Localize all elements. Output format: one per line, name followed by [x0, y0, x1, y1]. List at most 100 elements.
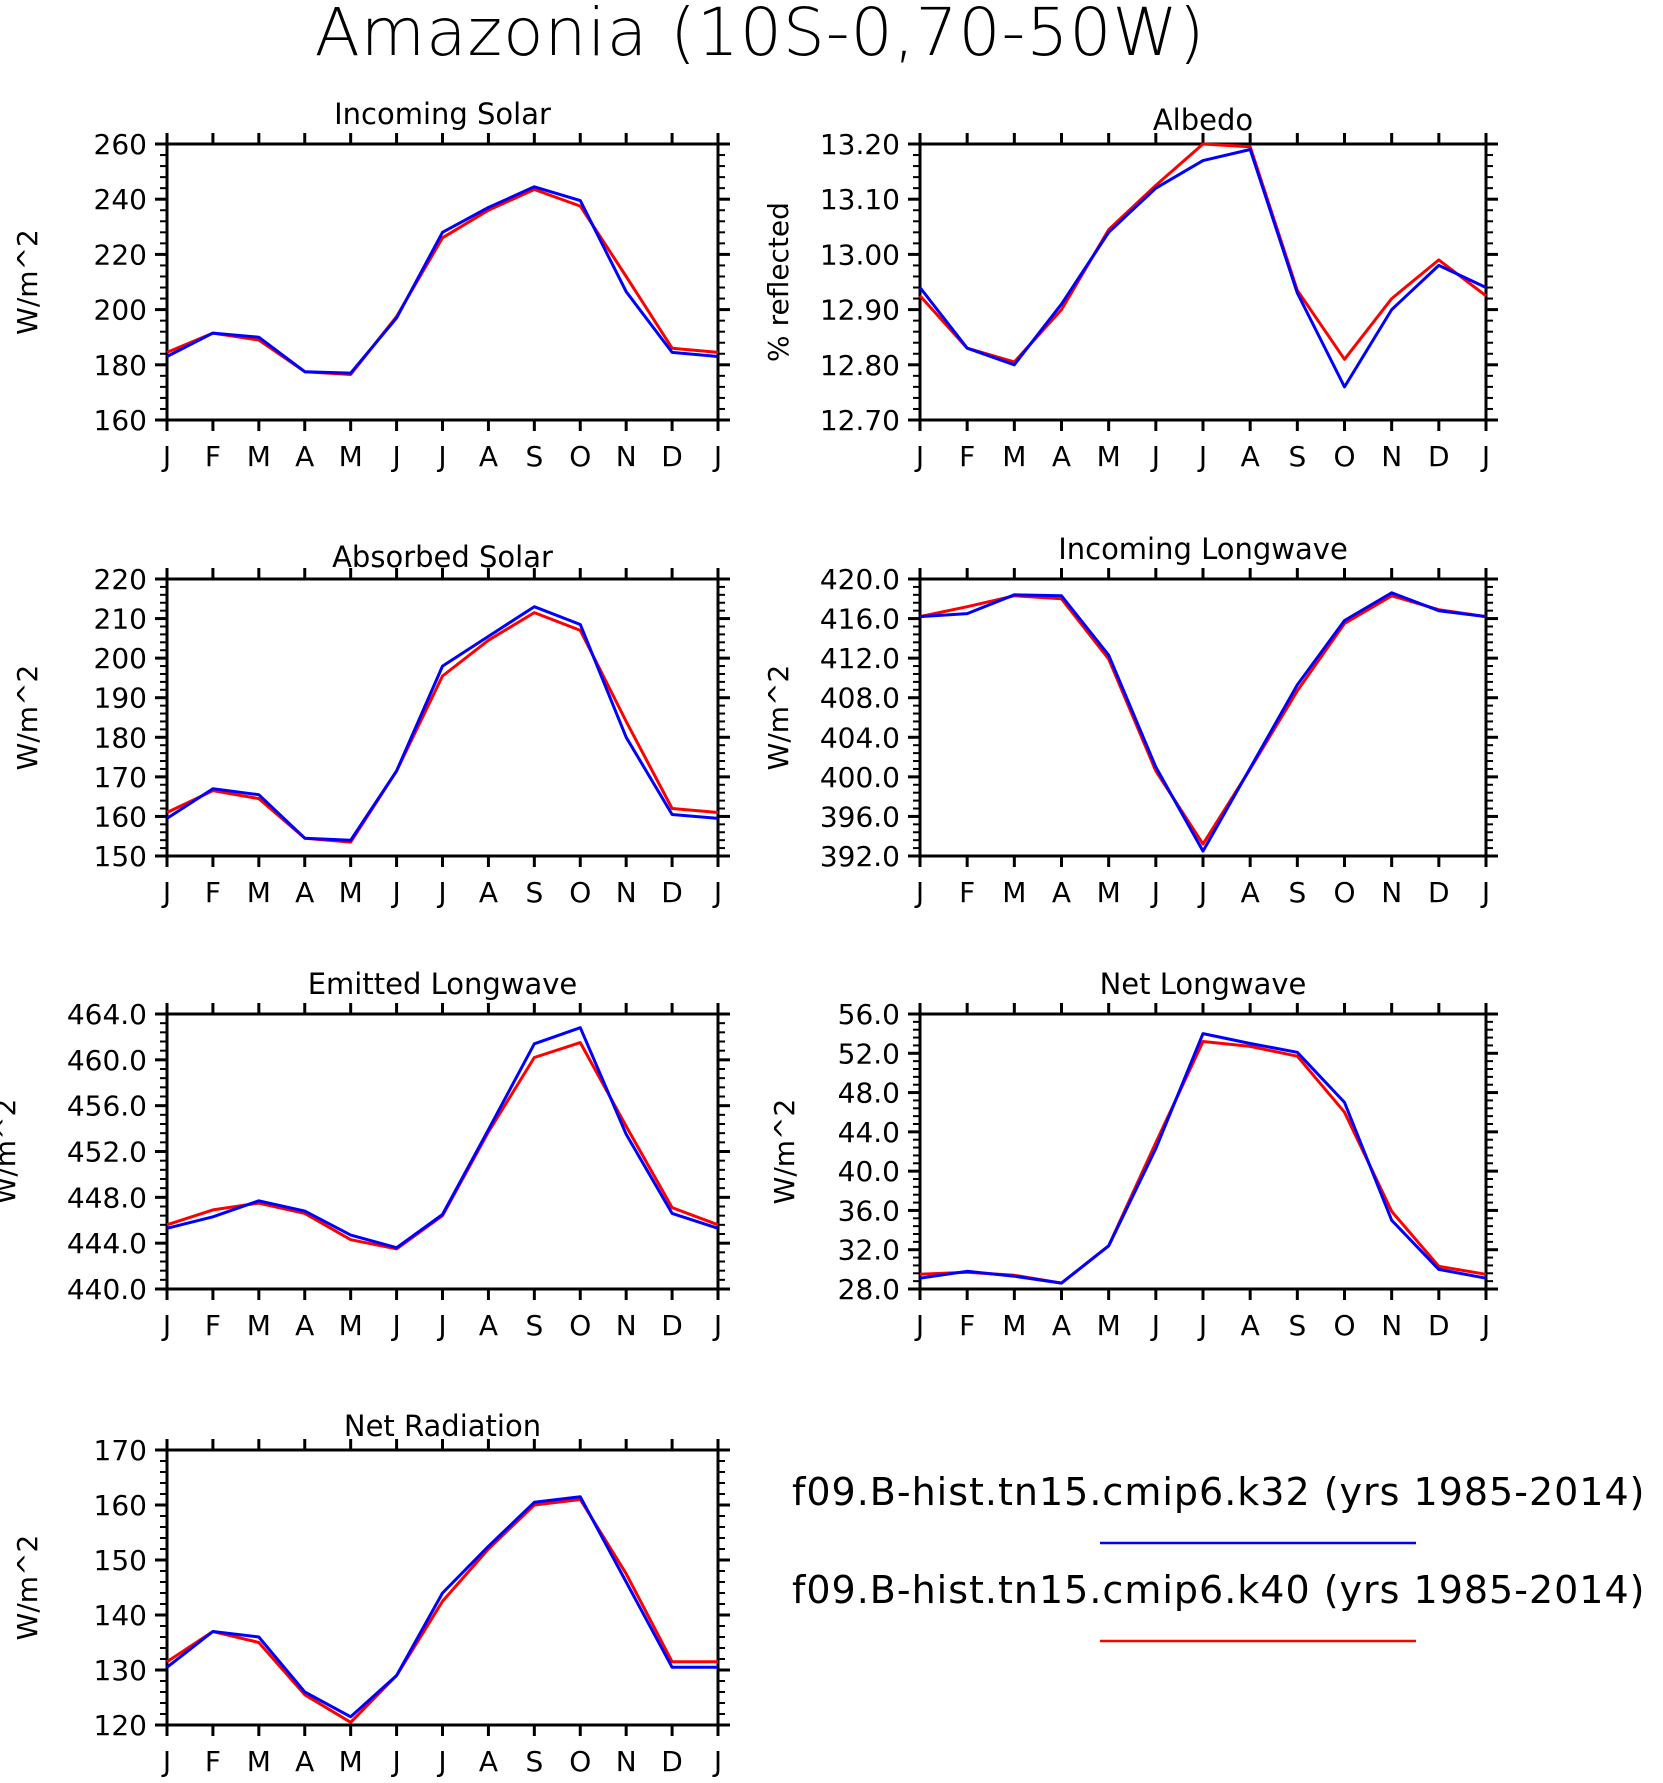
x-tick-label: F: [959, 876, 975, 909]
y-tick-label: 440.0: [67, 1273, 147, 1306]
y-tick-label: 13.10: [820, 183, 900, 216]
y-tick-label: 28.0: [838, 1273, 900, 1306]
x-tick-label: S: [1288, 440, 1306, 473]
x-tick-label: A: [1052, 876, 1071, 909]
x-tick-label: A: [1241, 440, 1260, 473]
x-tick-label: M: [247, 1745, 271, 1778]
x-tick-label: M: [247, 440, 271, 473]
y-tick-label: 456.0: [67, 1090, 147, 1123]
x-tick-label: J: [712, 1745, 722, 1778]
x-tick-label: A: [1052, 440, 1071, 473]
x-tick-label: D: [661, 876, 683, 909]
x-tick-label: J: [1480, 1309, 1490, 1342]
y-tick-label: 220: [94, 238, 147, 271]
x-tick-label: J: [390, 1745, 400, 1778]
x-tick-label: O: [1333, 440, 1355, 473]
series-line-k32: [166, 185, 719, 375]
y-tick-label: 12.90: [820, 294, 900, 327]
x-tick-label: F: [205, 1309, 221, 1342]
y-tick-label: 392.0: [820, 840, 900, 873]
y-tick-label: 400.0: [820, 761, 900, 794]
x-tick-label: J: [1197, 1309, 1207, 1342]
series-line-k40: [919, 594, 1487, 846]
x-tick-label: S: [525, 876, 543, 909]
x-tick-label: M: [1097, 1309, 1121, 1342]
y-tick-label: 13.20: [820, 128, 900, 161]
y-tick-label: 260: [94, 128, 147, 161]
x-tick-label: D: [661, 440, 683, 473]
y-tick-label: 240: [94, 183, 147, 216]
x-tick-label: M: [1097, 876, 1121, 909]
x-tick-label: S: [525, 1309, 543, 1342]
y-tick-label: 160: [94, 404, 147, 437]
x-tick-label: J: [712, 876, 722, 909]
x-tick-label: J: [161, 1745, 171, 1778]
x-tick-label: F: [205, 1745, 221, 1778]
y-tick-label: 130: [94, 1654, 147, 1687]
y-tick-label: 200: [94, 642, 147, 675]
series-line-k32: [166, 1495, 718, 1719]
x-tick-label: J: [712, 440, 722, 473]
y-tick-label: 452.0: [67, 1136, 147, 1169]
panel-title: Incoming Longwave: [1058, 532, 1348, 566]
y-tick-label: 12.70: [820, 404, 900, 437]
x-tick-label: F: [205, 876, 221, 909]
panel-title: Net Longwave: [1100, 967, 1307, 1001]
y-axis-label: W/m^2: [762, 665, 795, 771]
x-tick-label: M: [339, 1309, 363, 1342]
series-line-k32: [166, 1026, 719, 1250]
panel-title: Incoming Solar: [334, 97, 551, 131]
y-tick-label: 160: [94, 1489, 147, 1522]
x-tick-label: O: [569, 1745, 591, 1778]
x-tick-label: A: [295, 440, 314, 473]
series-line-k32: [166, 605, 719, 842]
x-tick-label: D: [661, 1745, 683, 1778]
x-tick-label: A: [295, 1309, 314, 1342]
y-axis-label: W/m^2: [11, 665, 44, 771]
y-tick-label: 13.00: [820, 238, 900, 271]
x-tick-label: S: [525, 1745, 543, 1778]
series-line-k40: [166, 1041, 719, 1251]
x-tick-label: O: [569, 440, 591, 473]
x-tick-label: J: [914, 1309, 924, 1342]
panel-title: Net Radiation: [344, 1409, 541, 1443]
y-tick-label: 448.0: [67, 1181, 147, 1214]
x-tick-label: D: [1428, 1309, 1450, 1342]
x-tick-label: J: [1150, 1309, 1160, 1342]
series-line-k40: [166, 188, 719, 376]
x-tick-label: A: [479, 440, 498, 473]
x-tick-label: F: [959, 1309, 975, 1342]
plot-frame: [918, 1012, 1488, 1291]
y-tick-label: 170: [94, 761, 147, 794]
x-tick-label: M: [247, 1309, 271, 1342]
x-tick-label: N: [1381, 1309, 1402, 1342]
x-tick-label: D: [1428, 440, 1450, 473]
x-tick-label: A: [479, 876, 498, 909]
x-tick-label: N: [616, 1745, 637, 1778]
x-tick-label: A: [1241, 876, 1260, 909]
x-tick-label: N: [1381, 440, 1402, 473]
x-tick-label: D: [1428, 876, 1450, 909]
y-tick-label: 150: [94, 840, 147, 873]
y-tick-label: 408.0: [820, 682, 900, 715]
series-line-k40: [166, 1498, 718, 1724]
y-tick-label: 120: [94, 1709, 147, 1742]
x-tick-label: A: [1241, 1309, 1260, 1342]
y-tick-label: 170: [94, 1434, 147, 1467]
x-tick-label: J: [1480, 440, 1490, 473]
x-tick-label: M: [1002, 1309, 1026, 1342]
y-tick-label: 200: [94, 294, 147, 327]
series-line-k40: [166, 611, 719, 844]
panel-title: Absorbed Solar: [332, 540, 553, 574]
chart-panel: J F M A M J J A S O N D J392.0396.0400.0404.0408.041…: [762, 532, 1498, 909]
plot-frame: [165, 142, 720, 422]
y-tick-label: 32.0: [838, 1234, 900, 1267]
x-tick-label: M: [1097, 440, 1121, 473]
x-tick-label: D: [661, 1309, 683, 1342]
y-tick-label: 44.0: [838, 1116, 900, 1149]
y-tick-label: 52.0: [838, 1037, 900, 1070]
y-tick-label: 210: [94, 603, 147, 636]
plot-frame: [165, 577, 720, 858]
x-tick-label: J: [1480, 876, 1490, 909]
series-line-k32: [919, 591, 1487, 853]
